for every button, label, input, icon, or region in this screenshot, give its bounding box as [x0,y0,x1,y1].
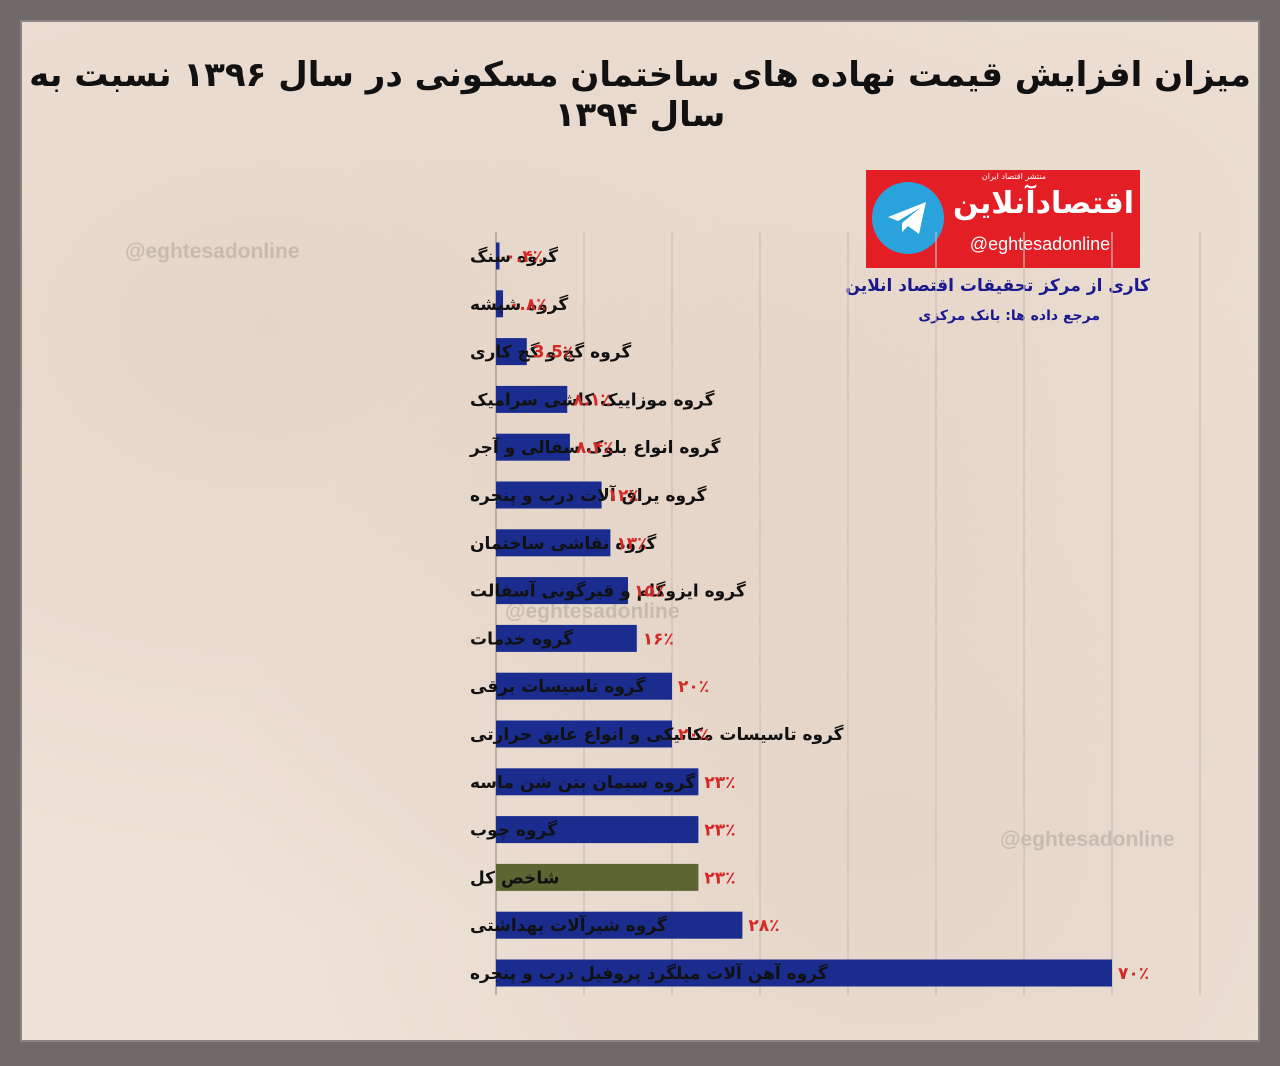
logo-handle: @eghtesadonline [969,234,1111,254]
category-label: گروه خدمات [470,628,573,649]
bar [496,433,570,461]
category-label: گروه نقاشی ساختمان [470,533,657,554]
value-label: ۲۳٪ [704,868,735,888]
watermark: @eghtesadonline [1000,828,1175,851]
bar [496,624,637,652]
bar [496,816,699,844]
category-label: گروه گچ و گچ کاری [470,342,631,363]
bar [496,529,611,557]
value-label: ۱۶٪ [643,629,674,649]
telegram-icon [872,182,944,254]
bar [496,577,628,605]
value-label: ۲۳٪ [704,821,735,841]
publisher-logo: منتشر اقتصاد ایران اقتصادآنلاین @eghtesa… [866,170,1140,268]
bar [496,290,504,318]
watermark: @eghtesadonline [505,600,680,623]
value-label: ۰.۸٪ [509,295,547,315]
value-label: 3.5٪ [533,343,574,363]
watermark: @eghtesadonline [125,240,300,263]
value-label: ۲۳٪ [704,773,735,793]
bar [496,768,699,796]
value-label: ۸.۱٪ [573,390,611,410]
category-label: گروه تاسیسات برقی [470,676,645,697]
bar [496,481,602,509]
value-label: ۲۰٪ [678,725,709,745]
source-text: مرجع داده ها: بانک مرکزی [918,308,1100,324]
value-label: ۱۲٪ [608,486,639,506]
category-label: گروه شیرآلات بهداشتی [470,914,667,936]
logo-tagline: منتشر اقتصاد ایران [981,172,1046,181]
category-label: شاخص کل [470,868,560,888]
category-label: گروه آهن آلات میلگرد پروفیل درب و پنجره [470,962,828,984]
category-label: گروه انواع بلوک سفالی و آجر [469,436,721,458]
bar [496,911,743,939]
category-label: گروه چوب [470,820,557,841]
bar [496,338,527,366]
credit-text: کاری از مرکز تحقیقات اقتصاد انلاین [845,276,1150,296]
category-label: گروه تاسیسات مکانیکی و انواع عایق حرارتی [470,724,844,745]
category-label: گروه سنگ [470,246,558,267]
value-label: ۸.۴٪ [576,438,614,458]
value-label: ۲۰٪ [678,677,709,697]
value-label: ۱۵٪ [634,582,665,602]
value-label: ۰.۴٪ [506,247,544,267]
bar [496,385,568,413]
category-label: گروه شیشه [470,294,568,315]
bar [496,863,699,891]
category-label: گروه موزاییک کاشی سرامیک [470,389,715,410]
value-label: ۷۰٪ [1118,964,1149,984]
bar [496,242,500,270]
value-label: ۱۳٪ [616,534,647,554]
category-label: گروه ایزوگام و قیرگونی آسفالت [470,580,746,602]
value-label: ۲۸٪ [748,916,779,936]
category-label: گروه یراق آلات درب و پنجره [470,484,707,506]
bar [496,959,1112,987]
bar [496,720,672,748]
bar [496,672,672,700]
logo-name: اقتصادآنلاین [953,186,1134,221]
chart-title: میزان افزایش قیمت نهاده های ساختمان مسکو… [29,55,1251,135]
category-label: گروه سیمان بتن شن ماسه [470,772,695,793]
